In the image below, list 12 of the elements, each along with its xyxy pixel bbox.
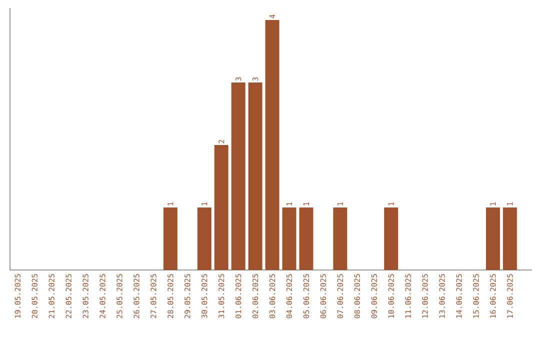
bar xyxy=(197,208,212,270)
bar xyxy=(299,208,314,270)
bar xyxy=(282,208,296,270)
bar xyxy=(231,82,246,270)
bar xyxy=(384,208,398,270)
bar xyxy=(214,145,228,270)
bar xyxy=(163,208,178,270)
bar xyxy=(502,208,517,270)
bar xyxy=(486,208,500,270)
bar xyxy=(333,208,348,270)
bar xyxy=(248,82,262,270)
bar xyxy=(265,20,280,270)
